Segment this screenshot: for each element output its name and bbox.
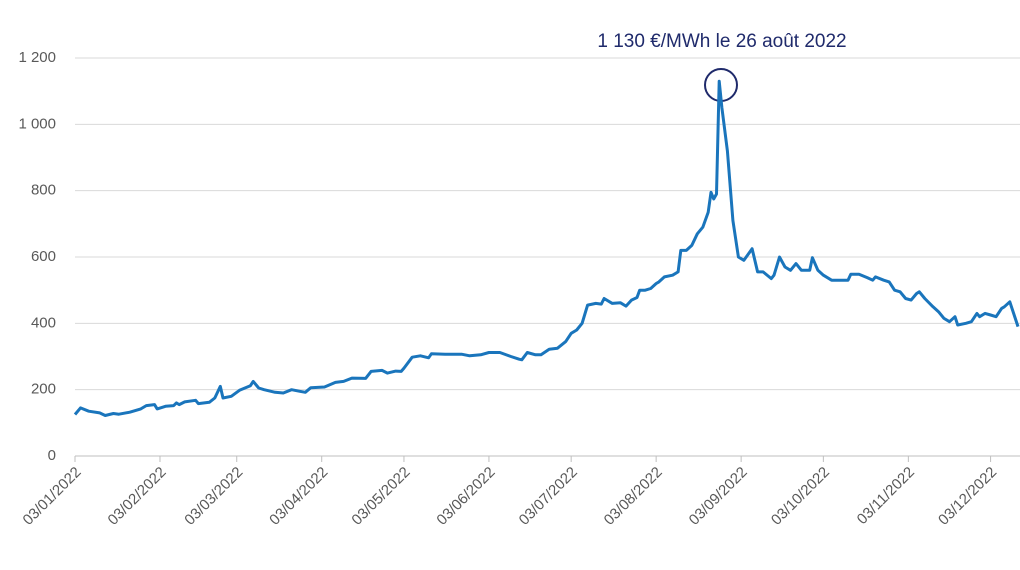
y-tick-label: 400	[31, 314, 56, 331]
x-tick-label: 03/11/2022	[854, 464, 918, 528]
y-tick-label: 600	[31, 248, 56, 265]
x-tick-label: 03/06/2022	[433, 464, 498, 529]
x-tick-label: 03/03/2022	[181, 464, 246, 529]
x-tick-label: 03/02/2022	[105, 464, 170, 529]
x-tick-label: 03/12/2022	[935, 464, 1000, 529]
x-tick-label: 03/05/2022	[348, 464, 413, 529]
x-tick-label: 03/10/2022	[768, 464, 833, 529]
y-tick-label: 0	[48, 447, 56, 464]
y-tick-label: 800	[31, 182, 56, 199]
line-series	[73, 79, 1020, 417]
annotation: 1 130 €/MWh le 26 août 2022	[597, 31, 846, 52]
x-tick-label: 03/04/2022	[266, 464, 331, 529]
y-tick-label: 1 200	[18, 49, 56, 66]
x-tick-label: 03/08/2022	[601, 464, 666, 529]
x-tick-label: 03/09/2022	[686, 464, 751, 529]
y-tick-label: 1 000	[18, 115, 56, 132]
y-tick-label: 200	[31, 381, 56, 398]
x-tick-label: 03/01/2022	[20, 464, 85, 529]
x-tick-label: 03/07/2022	[516, 464, 581, 529]
